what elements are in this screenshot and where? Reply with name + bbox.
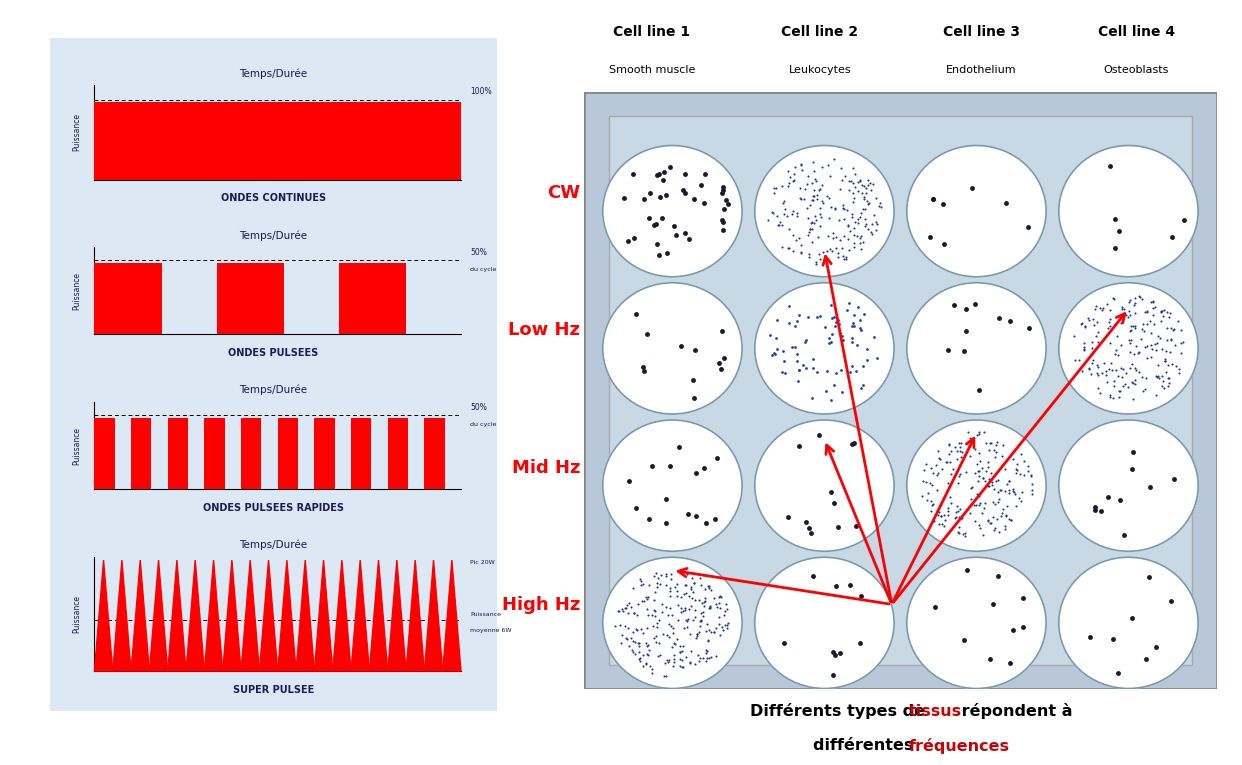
Text: répondent à: répondent à [956,704,1072,719]
Text: CW: CW [546,184,580,202]
Text: ONDES CONTINUES: ONDES CONTINUES [221,194,325,203]
Text: Cell line 1: Cell line 1 [614,25,691,39]
Text: Puissance: Puissance [72,427,81,464]
Polygon shape [241,560,260,671]
Text: Puissance: Puissance [72,113,81,151]
Bar [94,262,161,334]
Text: Temps/Durée: Temps/Durée [240,540,307,550]
Bar [351,418,371,490]
Text: tissus: tissus [908,704,961,719]
Text: Cell line 2: Cell line 2 [781,25,858,39]
Circle shape [1058,420,1199,552]
Polygon shape [94,560,113,671]
Circle shape [1058,283,1199,414]
Circle shape [1058,557,1199,688]
Polygon shape [406,560,425,671]
Text: Temps/Durée: Temps/Durée [240,385,307,396]
Polygon shape [113,560,132,671]
Text: du cycle: du cycle [469,267,497,272]
Bar [132,418,152,490]
Bar [314,418,334,490]
Text: Puissance: Puissance [72,595,81,633]
Text: Cell line 4: Cell line 4 [1098,25,1175,39]
Text: Puissance: Puissance [469,612,501,617]
Circle shape [755,420,894,552]
Polygon shape [278,560,296,671]
Polygon shape [260,560,278,671]
Polygon shape [351,560,369,671]
Polygon shape [205,560,222,671]
Text: moyenne 6W: moyenne 6W [469,628,512,633]
Polygon shape [222,560,241,671]
Text: Smooth muscle: Smooth muscle [609,65,696,76]
Text: ONDES PULSEES RAPIDES: ONDES PULSEES RAPIDES [202,503,344,513]
Text: 100%: 100% [469,87,492,96]
Circle shape [755,557,894,688]
Text: Osteoblasts: Osteoblasts [1104,65,1169,76]
Polygon shape [442,560,461,671]
Circle shape [1058,145,1199,277]
Circle shape [907,557,1046,688]
Polygon shape [149,560,168,671]
Circle shape [602,145,743,277]
Text: Leukocytes: Leukocytes [789,65,851,76]
Text: Temps/Durée: Temps/Durée [240,230,307,241]
Circle shape [755,145,894,277]
Text: Cell line 3: Cell line 3 [943,25,1020,39]
Text: ONDES PULSEES: ONDES PULSEES [229,348,318,358]
FancyBboxPatch shape [36,18,510,731]
Circle shape [755,283,894,414]
Bar [425,418,445,490]
Circle shape [602,283,743,414]
Text: SUPER PULSEE: SUPER PULSEE [232,685,314,695]
Text: Différents types de: Différents types de [750,704,930,719]
Polygon shape [296,560,314,671]
Polygon shape [369,560,388,671]
Circle shape [907,420,1046,552]
Bar [94,418,114,490]
Circle shape [907,283,1046,414]
Text: du cycle: du cycle [469,422,497,427]
Bar [339,262,406,334]
Circle shape [602,557,743,688]
Polygon shape [132,560,149,671]
Text: Pic 20W: Pic 20W [469,560,494,565]
Polygon shape [314,560,333,671]
Text: 50%: 50% [469,248,487,257]
Circle shape [907,145,1046,277]
Bar [388,418,407,490]
Bar [216,262,284,334]
Text: Temps/Durée: Temps/Durée [240,69,307,79]
Bar [278,418,298,490]
Text: Mid Hz: Mid Hz [512,459,580,477]
Text: High Hz: High Hz [502,596,580,614]
Text: Low Hz: Low Hz [508,321,580,340]
Polygon shape [388,560,406,671]
Bar [94,103,461,180]
Text: Endothelium: Endothelium [946,65,1016,76]
Polygon shape [425,560,442,671]
Bar [168,418,188,490]
Polygon shape [168,560,186,671]
Text: différentes: différentes [814,738,919,754]
Bar [241,418,261,490]
Text: 50%: 50% [469,402,487,412]
Polygon shape [333,560,351,671]
Text: fréquences: fréquences [908,738,1010,754]
Text: Puissance: Puissance [72,272,81,310]
Polygon shape [186,560,205,671]
Bar [205,418,225,490]
Circle shape [602,420,743,552]
